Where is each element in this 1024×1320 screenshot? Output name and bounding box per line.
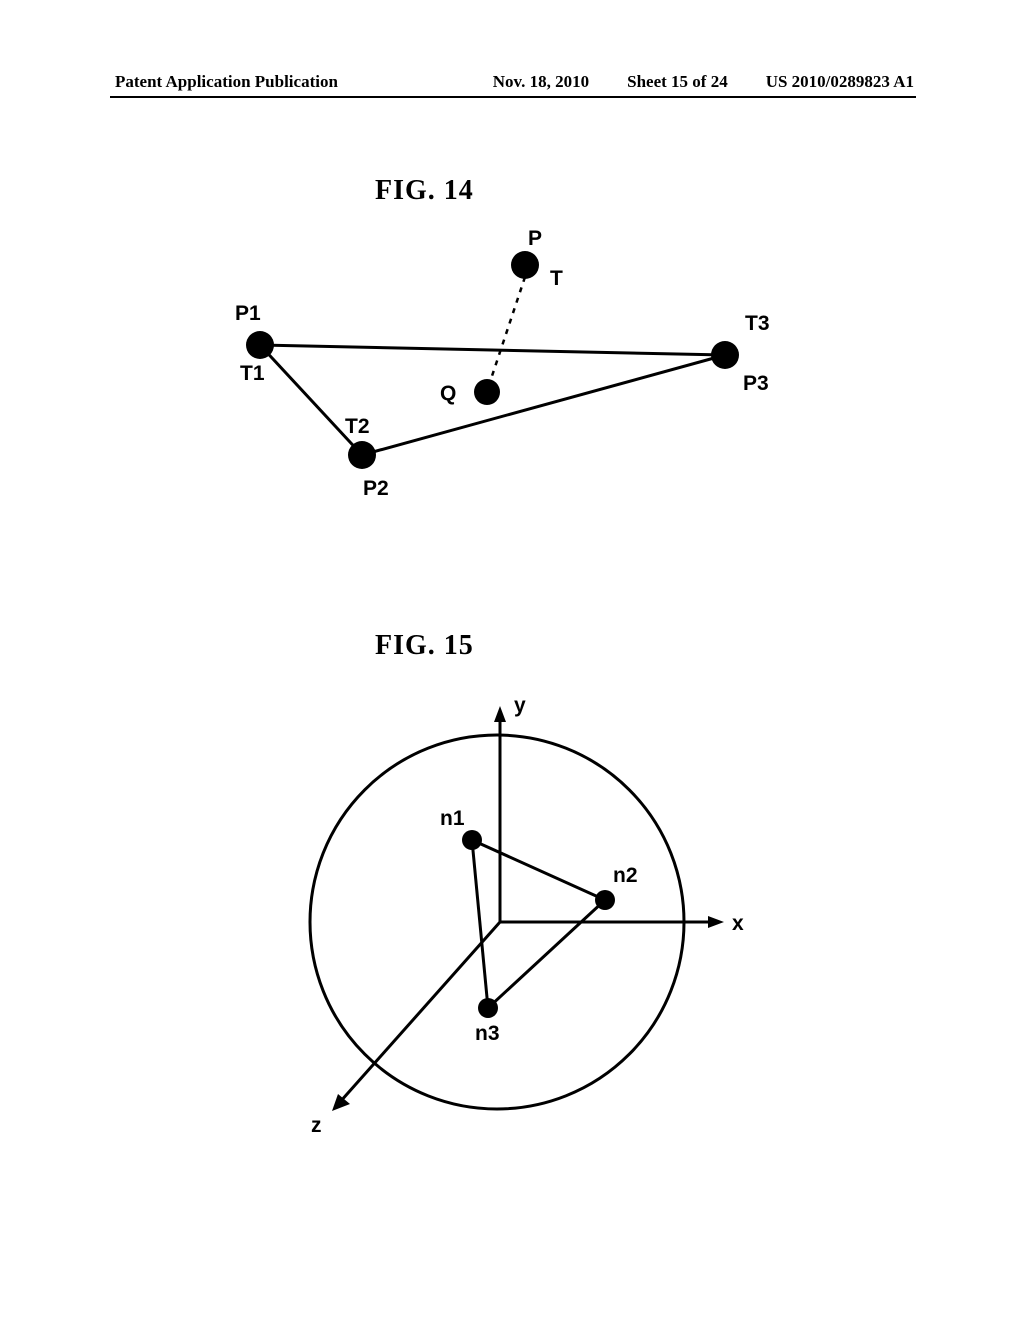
- edge-n1-n2: [472, 840, 605, 900]
- dashed-p-q: [490, 277, 525, 382]
- axis-z: [340, 922, 500, 1102]
- label-p: P: [528, 230, 542, 250]
- label-p3: P3: [743, 372, 769, 395]
- axis-y-arrow: [494, 706, 506, 722]
- node-t2: [348, 441, 376, 469]
- edge-t2-t3: [362, 355, 725, 455]
- fig14-title: FIG. 14: [375, 175, 474, 207]
- node-p1: [246, 331, 274, 359]
- label-p1: P1: [235, 302, 261, 325]
- label-n1: n1: [440, 807, 465, 830]
- node-n1: [462, 830, 482, 850]
- label-t: T: [550, 267, 563, 290]
- label-z: z: [311, 1114, 322, 1137]
- label-y: y: [514, 694, 526, 717]
- fig14-svg: P T P1 T1 T3 P3 Q T2 P2: [190, 230, 830, 520]
- fig14-diagram: P T P1 T1 T3 P3 Q T2 P2: [190, 230, 830, 520]
- edge-p1-t2: [260, 345, 362, 455]
- edge-n2-n3: [488, 900, 605, 1008]
- node-t3: [711, 341, 739, 369]
- axis-z-arrow: [332, 1094, 350, 1111]
- header-rule: [110, 96, 916, 98]
- label-n3: n3: [475, 1022, 500, 1045]
- fig15-title: FIG. 15: [375, 630, 474, 662]
- header-publication: Patent Application Publication: [115, 72, 493, 92]
- label-p2: P2: [363, 477, 389, 500]
- label-t2: T2: [345, 415, 370, 438]
- axis-x-arrow: [708, 916, 724, 928]
- fig15-svg: y x z n1 n2 n3: [250, 690, 780, 1160]
- node-n2: [595, 890, 615, 910]
- label-q: Q: [440, 382, 456, 405]
- edge-n3-n1: [472, 840, 488, 1008]
- label-t3: T3: [745, 312, 770, 335]
- header-pubno: US 2010/0289823 A1: [766, 72, 914, 92]
- label-x: x: [732, 912, 744, 935]
- header-sheet: Sheet 15 of 24: [627, 72, 728, 92]
- node-p: [511, 251, 539, 279]
- node-q: [474, 379, 500, 405]
- edge-p1-t3: [260, 345, 725, 355]
- header-date: Nov. 18, 2010: [493, 72, 589, 92]
- page-header: Patent Application Publication Nov. 18, …: [0, 72, 1024, 92]
- node-n3: [478, 998, 498, 1018]
- label-n2: n2: [613, 864, 638, 887]
- label-t1: T1: [240, 362, 265, 385]
- fig15-diagram: y x z n1 n2 n3: [250, 690, 780, 1160]
